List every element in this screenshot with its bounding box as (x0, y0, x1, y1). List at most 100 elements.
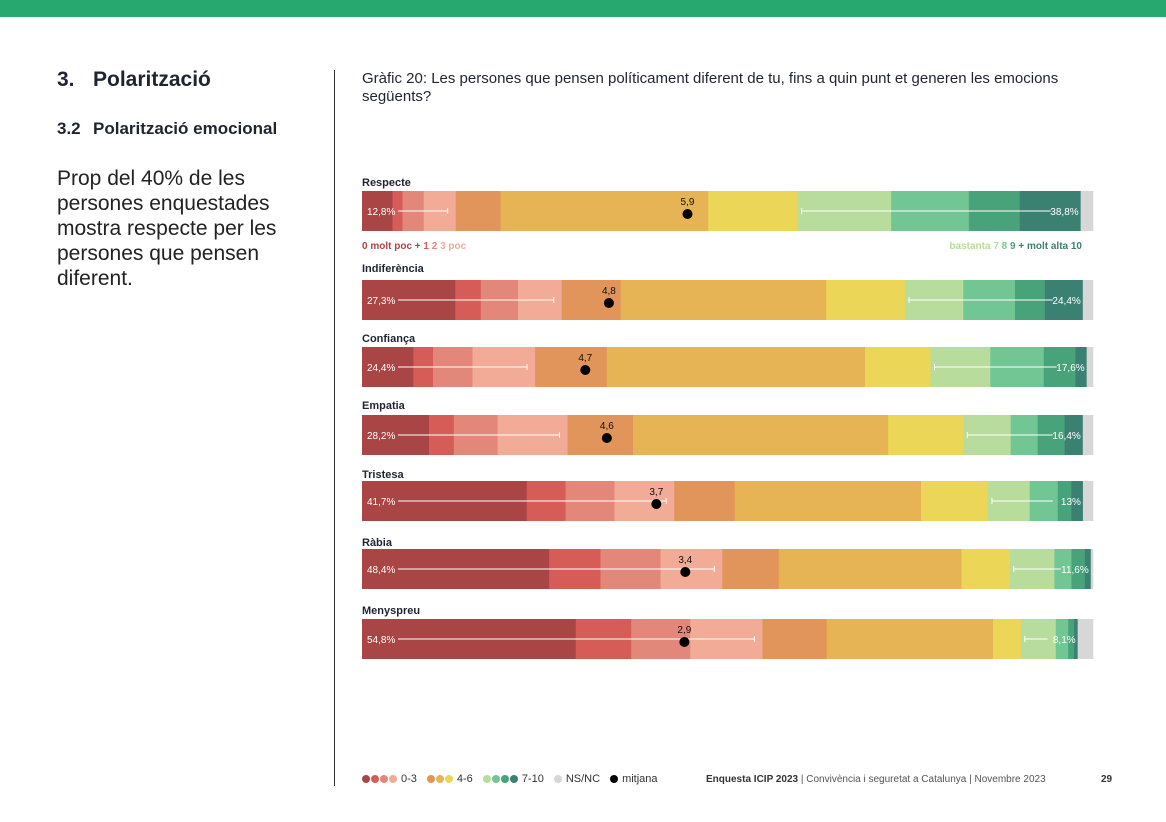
legend-dot-icon (482, 775, 491, 783)
chart-legend: 0-3 4-6 7-10 NS/NC mitjana (362, 773, 668, 785)
bar-segment-1 (392, 191, 403, 231)
mean-dot (682, 209, 693, 219)
mean-value-label: 4,8 (602, 286, 616, 297)
mean-dot (601, 433, 612, 443)
section-number: 3. (57, 68, 75, 91)
legend-dot-icon (380, 775, 388, 783)
bar-segment-9 (1071, 549, 1086, 589)
row-label: Confiança (362, 333, 416, 345)
bar-segment-5 (826, 619, 994, 659)
bar-segment-6 (921, 481, 989, 521)
mean-value-label: 3,7 (649, 487, 663, 498)
bar-segment-8 (1054, 549, 1072, 589)
footer-details: | Convivència i seguretat a Catalunya | … (798, 774, 1046, 785)
row-label: Ràbia (362, 537, 393, 549)
bar-segment-10 (1084, 549, 1092, 589)
section-title-text: Polarització (93, 68, 211, 91)
bar-segment-nsnc (1082, 280, 1094, 320)
legend-item-mid: 4-6 (426, 773, 473, 785)
bar-segment-4 (567, 415, 634, 455)
legend-dot-icon (435, 775, 444, 783)
subsection-title-text: Polarització emocional (93, 119, 278, 138)
bar-segment-nsnc (1082, 415, 1094, 455)
high-percent-label: 24,4% (1052, 296, 1080, 307)
row-label: Indiferència (362, 263, 425, 275)
row-label: Respecte (362, 177, 411, 189)
high-percent-label: 38,8% (1050, 207, 1078, 218)
bar-segment-4 (722, 549, 780, 589)
vertical-divider (334, 70, 335, 786)
bar-segment-6 (993, 619, 1022, 659)
mean-dot-icon (610, 775, 619, 783)
mean-dot (680, 567, 691, 577)
scale-high-annotation: bastanta 7 8 9 + molt alta 10 (949, 241, 1082, 252)
low-percent-label: 12,8% (367, 207, 395, 218)
subsection-number: 3.2 (57, 119, 81, 138)
legend-label-mean: mitjana (622, 773, 658, 785)
bar-segment-5 (633, 415, 889, 455)
high-percent-label: 17,6% (1056, 363, 1084, 374)
bar-segment-6 (888, 415, 964, 455)
bar-segment-nsnc (1080, 191, 1094, 231)
legend-dot-icon (491, 775, 500, 783)
low-percent-label: 54,8% (367, 635, 395, 646)
legend-dot-icon (371, 775, 379, 783)
footer-survey: Enquesta ICIP 2023 (706, 774, 799, 785)
mean-value-label: 3,4 (678, 555, 692, 566)
bar-segment-5 (620, 280, 827, 320)
bar-segment-5 (778, 549, 962, 589)
bar-segment-10 (1064, 415, 1084, 455)
bar-segment-5 (734, 481, 922, 521)
page-number: 29 (1101, 774, 1113, 785)
legend-dot-icon (509, 775, 518, 783)
mean-value-label: 5,9 (681, 197, 695, 208)
bar-segment-9 (1057, 481, 1072, 521)
mean-value-label: 4,7 (578, 353, 592, 364)
mean-dot (603, 298, 614, 308)
bar-segment-4 (762, 619, 828, 659)
low-percent-label: 24,4% (367, 363, 395, 374)
bar-segment-nsnc (1090, 549, 1094, 589)
mean-dot (651, 499, 662, 509)
bar-segment-10 (1071, 481, 1084, 521)
bar-segment-5 (500, 191, 709, 231)
high-percent-label: 8,1% (1053, 635, 1076, 646)
bar-segment-6 (826, 280, 906, 320)
bar-segment-8 (1055, 619, 1069, 659)
bar-segment-10 (1074, 619, 1078, 659)
low-percent-label: 28,2% (367, 431, 395, 442)
bar-segment-4 (455, 191, 501, 231)
mean-value-label: 4,6 (600, 421, 614, 432)
low-percent-label: 48,4% (367, 565, 395, 576)
bar-segment-10 (1075, 347, 1087, 387)
legend-dot-icon (426, 775, 435, 783)
bar-segment-nsnc (1082, 481, 1094, 521)
section-title: 3. Polarització (57, 68, 211, 92)
bar-segment-nsnc (1086, 347, 1094, 387)
mean-value-label: 2,9 (677, 625, 691, 636)
bar-segment-4 (535, 347, 608, 387)
legend-item-high: 7-10 (482, 773, 544, 785)
bar-segment-6 (865, 347, 931, 387)
legend-label-low: 0-3 (401, 773, 417, 785)
legend-item-low: 0-3 (362, 773, 417, 785)
mean-dot (679, 637, 690, 647)
legend-dot-icon (362, 775, 370, 783)
chart-title: Gràfic 20: Les persones que pensen polít… (362, 70, 1059, 105)
high-percent-label: 11,6% (1061, 565, 1089, 576)
legend-label-mid: 4-6 (456, 773, 473, 785)
lead-paragraph: Prop del 40% de les persones enquestades… (57, 167, 277, 290)
bar-segment-6 (961, 549, 1011, 589)
bar-segment-6 (708, 191, 798, 231)
bar-segment-9 (1068, 619, 1075, 659)
row-label: Empatia (362, 400, 406, 412)
low-percent-label: 27,3% (367, 296, 395, 307)
row-label: Tristesa (362, 469, 404, 481)
subsection-title: 3.2 Polarització emocional (57, 119, 277, 139)
bar-segment-0 (362, 191, 393, 231)
mean-dot (580, 365, 591, 375)
bar-segment-nsnc (1077, 619, 1094, 659)
legend-label-nsnc: NS/NC (565, 773, 601, 785)
bar-segment-5 (606, 347, 866, 387)
